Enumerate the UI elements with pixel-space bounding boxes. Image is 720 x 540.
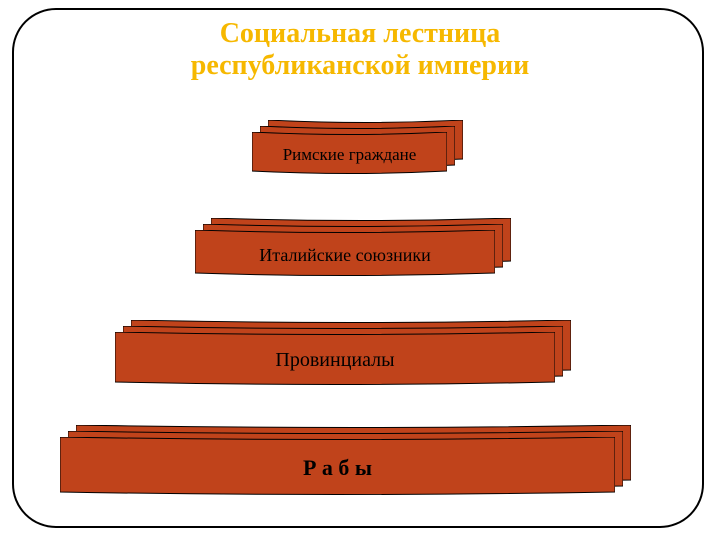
tier-provincials: Провинциалы — [115, 320, 575, 391]
tier-slab-front — [252, 132, 447, 176]
slide-title: Социальная лестница республиканской импе… — [0, 18, 720, 82]
tier-slaves: Р а б ы — [60, 425, 635, 501]
tier-allies: Италийские союзники — [195, 218, 515, 282]
tier-slab-front — [115, 332, 555, 387]
tier-citizens: Римские граждане — [252, 120, 467, 180]
title-line-1: Социальная лестница — [220, 18, 501, 49]
tier-slab-front — [60, 437, 615, 497]
title-line-2: республиканской империи — [191, 50, 529, 81]
tier-slab-front — [195, 230, 495, 278]
